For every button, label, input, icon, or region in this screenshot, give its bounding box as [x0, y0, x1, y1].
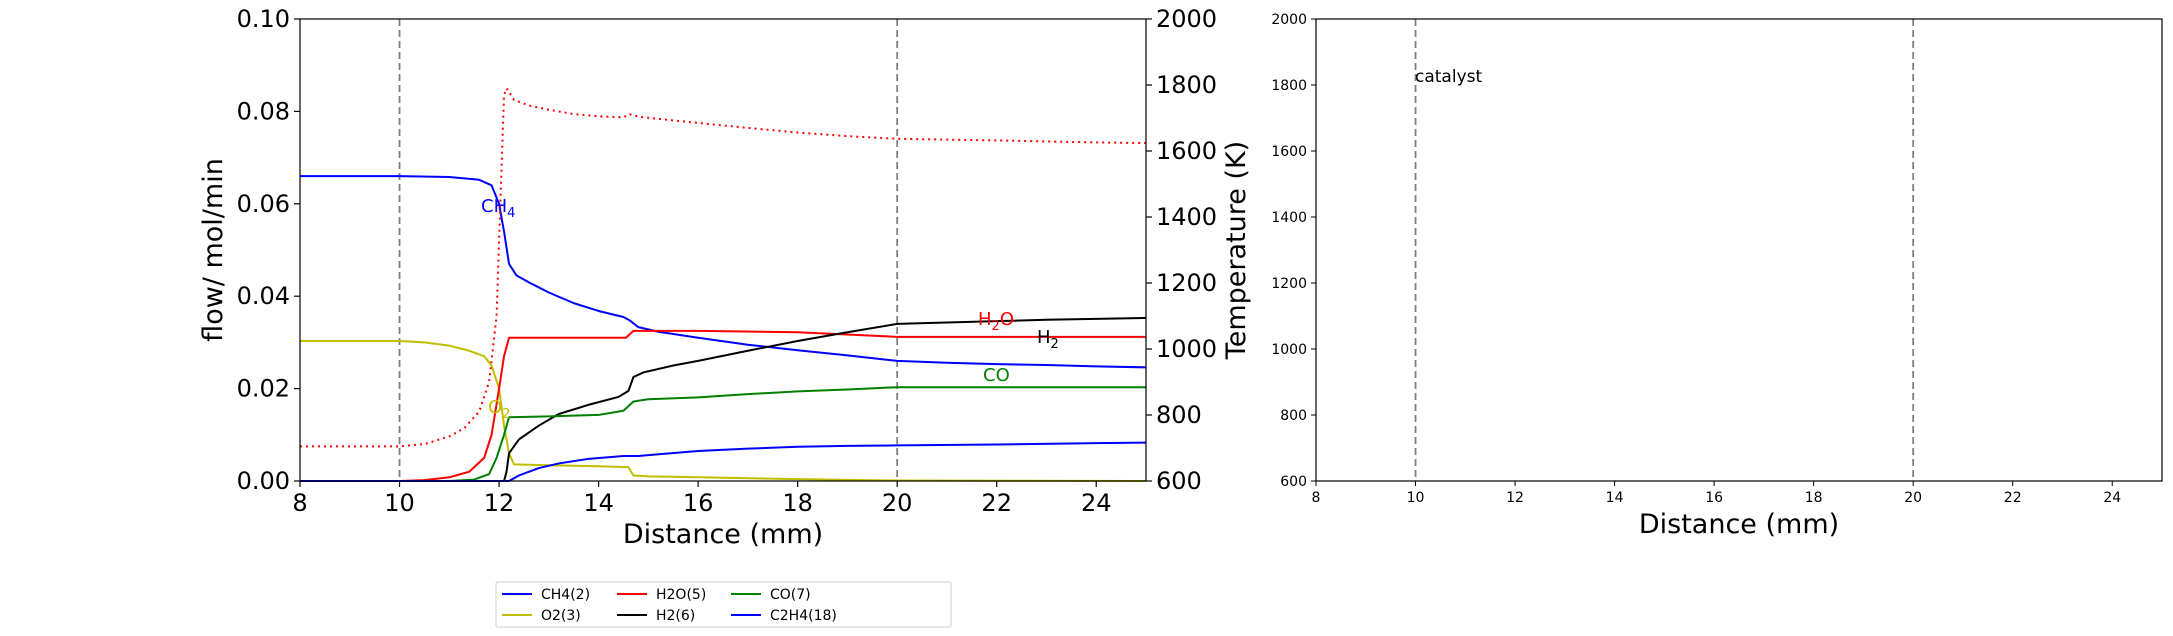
right-x-ticks: 8 10 12 14 16 18 20 22 24	[1312, 481, 2121, 506]
x-tick-label: 24	[1081, 489, 1112, 517]
legend-label: O2(3)	[541, 608, 581, 624]
series-line-co-7	[300, 386, 1146, 482]
left-series	[300, 87, 1147, 482]
y2-tick-label: 600	[1156, 467, 1202, 495]
series-line-c2h4-18	[300, 441, 1147, 482]
x-tick-label: 16	[1705, 490, 1723, 506]
legend-label: C2H4(18)	[770, 608, 837, 624]
y2-tick-label: 800	[1156, 401, 1202, 429]
left-y-axis-label: flow/ mol/min	[198, 158, 229, 342]
left-plot-frame	[299, 18, 1147, 482]
series-line-h2-6	[300, 316, 1147, 482]
legend: CH4(2) O2(3) H2O(5) H2(6) CO(7) C2H4(18)	[495, 581, 952, 628]
y-tick-label: 0.02	[237, 375, 290, 403]
y2-tick-label: 1800	[1156, 71, 1217, 99]
left-panel: 8 10 12 14 16 18 20 22 24 0.000.020.040.060.080.…	[198, 5, 1252, 550]
y-tick-label: 0.06	[237, 190, 290, 218]
right-y-axis-label: Temperature (K)	[1221, 141, 1252, 360]
y-tick-label: 0.00	[237, 467, 290, 495]
y-tick-label: 0.04	[237, 282, 290, 310]
x-tick-label: 24	[2103, 490, 2121, 506]
annotation-ch4: CH4	[481, 196, 515, 221]
series-line-temperature	[300, 87, 1147, 448]
y2-tick-label: 1400	[1156, 203, 1217, 231]
legend-label: CH4(2)	[541, 587, 590, 603]
legend-items: CH4(2) O2(3) H2O(5) H2(6) CO(7) C2H4(18)	[502, 587, 837, 624]
y-tick-label: 0.08	[237, 97, 290, 125]
right-plot-frame	[1315, 18, 2163, 482]
x-tick-label: 20	[1904, 490, 1922, 506]
left-x-axis-label: Distance (mm)	[623, 519, 823, 550]
annotation-co: CO	[983, 365, 1010, 386]
y2-tick-label: 2000	[1156, 5, 1217, 33]
series-line-ch4-2	[300, 175, 1147, 369]
left-y2-ticks: 600 800 1000 1200 1400 1600 1800 2000	[1146, 5, 1217, 495]
y-tick-label: 1800	[1271, 78, 1307, 94]
y-tick-label: 1600	[1271, 144, 1307, 160]
y-tick-label: 1400	[1271, 210, 1307, 226]
left-x-ticks: 8 10 12 14 16 18 20 22 24	[292, 481, 1112, 517]
right-x-axis-label: Distance (mm)	[1639, 509, 1839, 540]
x-tick-label: 20	[882, 489, 913, 517]
y2-tick-label: 1200	[1156, 269, 1217, 297]
x-tick-label: 18	[782, 489, 813, 517]
x-tick-label: 10	[1407, 490, 1425, 506]
x-tick-label: 18	[1805, 490, 1823, 506]
y-tick-label: 0.10	[237, 5, 290, 33]
y2-tick-label: 1600	[1156, 137, 1217, 165]
x-tick-label: 16	[683, 489, 714, 517]
x-tick-label: 12	[1506, 490, 1524, 506]
series-line-o2-3	[300, 340, 1147, 482]
catalyst-annotation: catalyst	[1415, 67, 1482, 87]
x-tick-label: 22	[981, 489, 1012, 517]
x-tick-label: 8	[1312, 490, 1321, 506]
y-tick-label: 800	[1280, 408, 1307, 424]
y-tick-label: 2000	[1271, 12, 1307, 28]
legend-frame	[495, 581, 952, 628]
right-vlines	[1414, 19, 1915, 481]
left-y-ticks: 0.00 0.02 0.04 0.06 0.08 0.10	[237, 5, 300, 495]
right-y-ticks: 600 800 1000 1200 1400 1600 1800 2000	[1271, 12, 1316, 490]
legend-label: H2O(5)	[656, 587, 706, 603]
annotation-h2: H2	[1037, 327, 1059, 352]
y2-tick-label: 1000	[1156, 335, 1217, 363]
x-tick-label: 14	[1606, 490, 1624, 506]
x-tick-label: 22	[2004, 490, 2022, 506]
right-panel: 8 10 12 14 16 18 20 22 24 600 800 1000 1200 1400 1600…	[1271, 12, 2163, 540]
annotation-h2o: H2O	[978, 309, 1014, 334]
legend-label: CO(7)	[770, 587, 811, 603]
y-tick-label: 1000	[1271, 342, 1307, 358]
x-tick-label: 10	[384, 489, 415, 517]
legend-label: H2(6)	[656, 608, 695, 624]
left-vlines	[398, 19, 899, 481]
annotation-o2: O2	[488, 397, 510, 422]
x-tick-label: 8	[292, 489, 307, 517]
series-line-h2o-5	[300, 329, 1146, 482]
x-tick-label: 12	[484, 489, 515, 517]
x-tick-label: 14	[583, 489, 614, 517]
y-tick-label: 1200	[1271, 276, 1307, 292]
y-tick-label: 600	[1280, 474, 1307, 490]
